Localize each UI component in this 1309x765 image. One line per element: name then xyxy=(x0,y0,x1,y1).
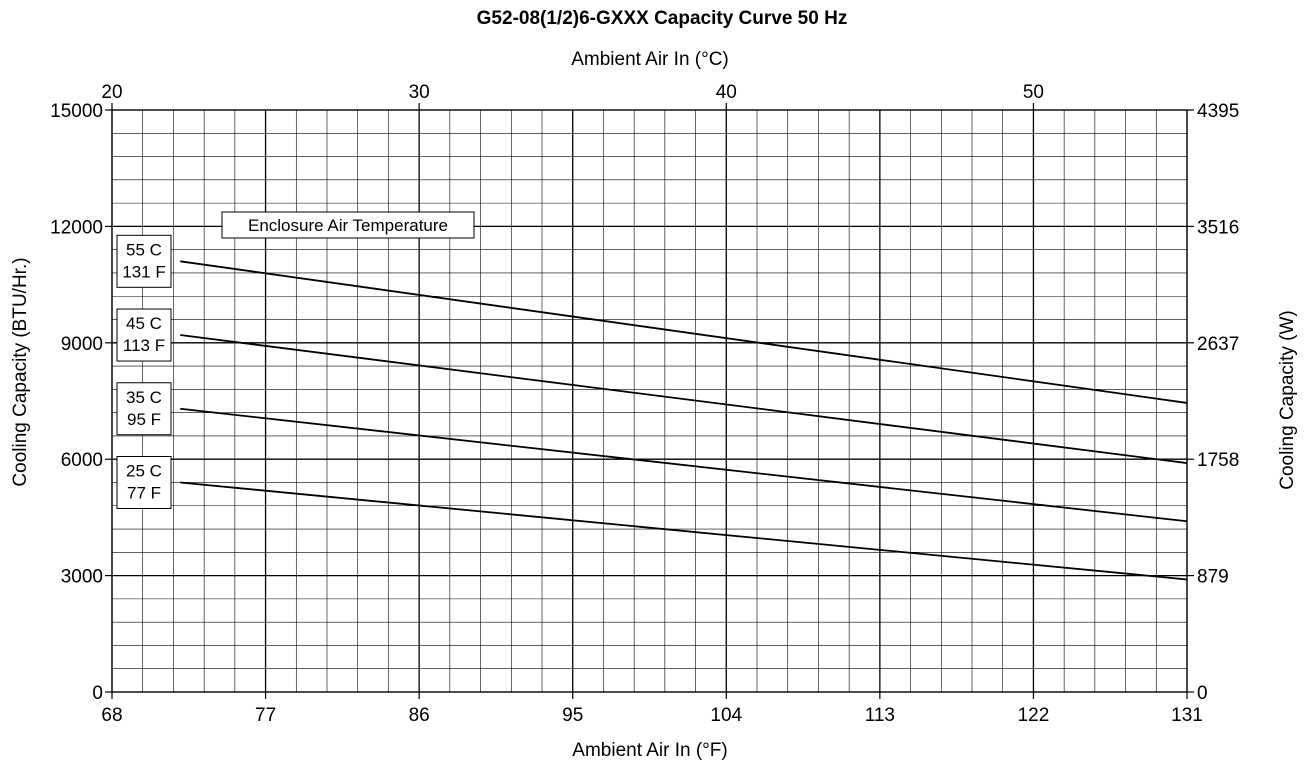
series-line xyxy=(180,260,1188,404)
y2-tick-label: 0 xyxy=(1197,683,1208,704)
x-tick-label: 104 xyxy=(710,705,742,726)
y2-tick-label: 4395 xyxy=(1197,101,1239,122)
series-label: 35 C xyxy=(126,388,162,407)
legend-title: Enclosure Air Temperature xyxy=(248,216,448,235)
series-label: 131 F xyxy=(122,262,165,281)
series-label: 95 F xyxy=(127,410,161,429)
x2-axis-label: Ambient Air In (°C) xyxy=(571,49,729,70)
series-labels: Enclosure Air Temperature 55 C 131 F 45 C 1… xyxy=(116,211,475,509)
y-tick-label: 6000 xyxy=(61,450,103,471)
y-tick-label: 0 xyxy=(92,683,103,704)
grid xyxy=(111,109,1188,693)
chart-title: G52-08(1/2)6-GXXX Capacity Curve 50 Hz xyxy=(477,8,848,29)
x-tick-label: 68 xyxy=(101,705,122,726)
y2-tick-label: 2637 xyxy=(1197,334,1239,355)
series-label: 55 C xyxy=(126,240,162,259)
x2-tick-label: 40 xyxy=(716,82,737,103)
series-label: 77 F xyxy=(127,483,161,502)
x2-tick-label: 50 xyxy=(1023,82,1044,103)
y-axis-label: Cooling Capacity (BTU/Hr.) xyxy=(10,257,31,486)
series-line xyxy=(180,407,1188,523)
x-tick-label: 131 xyxy=(1171,705,1203,726)
x-tick-label: 86 xyxy=(409,705,430,726)
plot-frame xyxy=(111,109,1188,693)
y2-tick-label: 879 xyxy=(1197,567,1229,588)
y2-axis-label: Cooling Capacity (W) xyxy=(1277,310,1298,490)
x-tick-label: 113 xyxy=(865,705,895,726)
y-tick-label: 15000 xyxy=(50,101,103,122)
y2-tick-label: 1758 xyxy=(1197,450,1239,471)
y-tick-label: 12000 xyxy=(50,217,103,238)
series-line xyxy=(180,334,1188,464)
series-label-box xyxy=(116,455,172,509)
y2-tick-label: 3516 xyxy=(1197,217,1239,238)
y-tick-label: 9000 xyxy=(61,334,103,355)
x2-tick-label: 20 xyxy=(101,82,122,103)
series-label: 25 C xyxy=(126,461,162,480)
tick-labels: 68 77 86 95 104 113 122 131 20 30 40 50 0 3000 6000 900… xyxy=(50,82,1239,726)
x-tick-label: 95 xyxy=(562,705,583,726)
series-label-box xyxy=(116,234,172,288)
x2-tick-label: 30 xyxy=(409,82,430,103)
y-tick-label: 3000 xyxy=(61,567,103,588)
x-tick-label: 122 xyxy=(1018,705,1050,726)
series-line xyxy=(180,481,1188,581)
series-label: 45 C xyxy=(126,314,162,333)
series-lines xyxy=(180,260,1188,581)
x-axis-label: Ambient Air In (°F) xyxy=(572,740,727,761)
x-tick-label: 77 xyxy=(255,705,276,726)
series-label-box xyxy=(116,382,172,436)
series-label-box xyxy=(116,308,172,362)
legend-title-box xyxy=(221,211,475,239)
series-label: 113 F xyxy=(123,336,165,355)
